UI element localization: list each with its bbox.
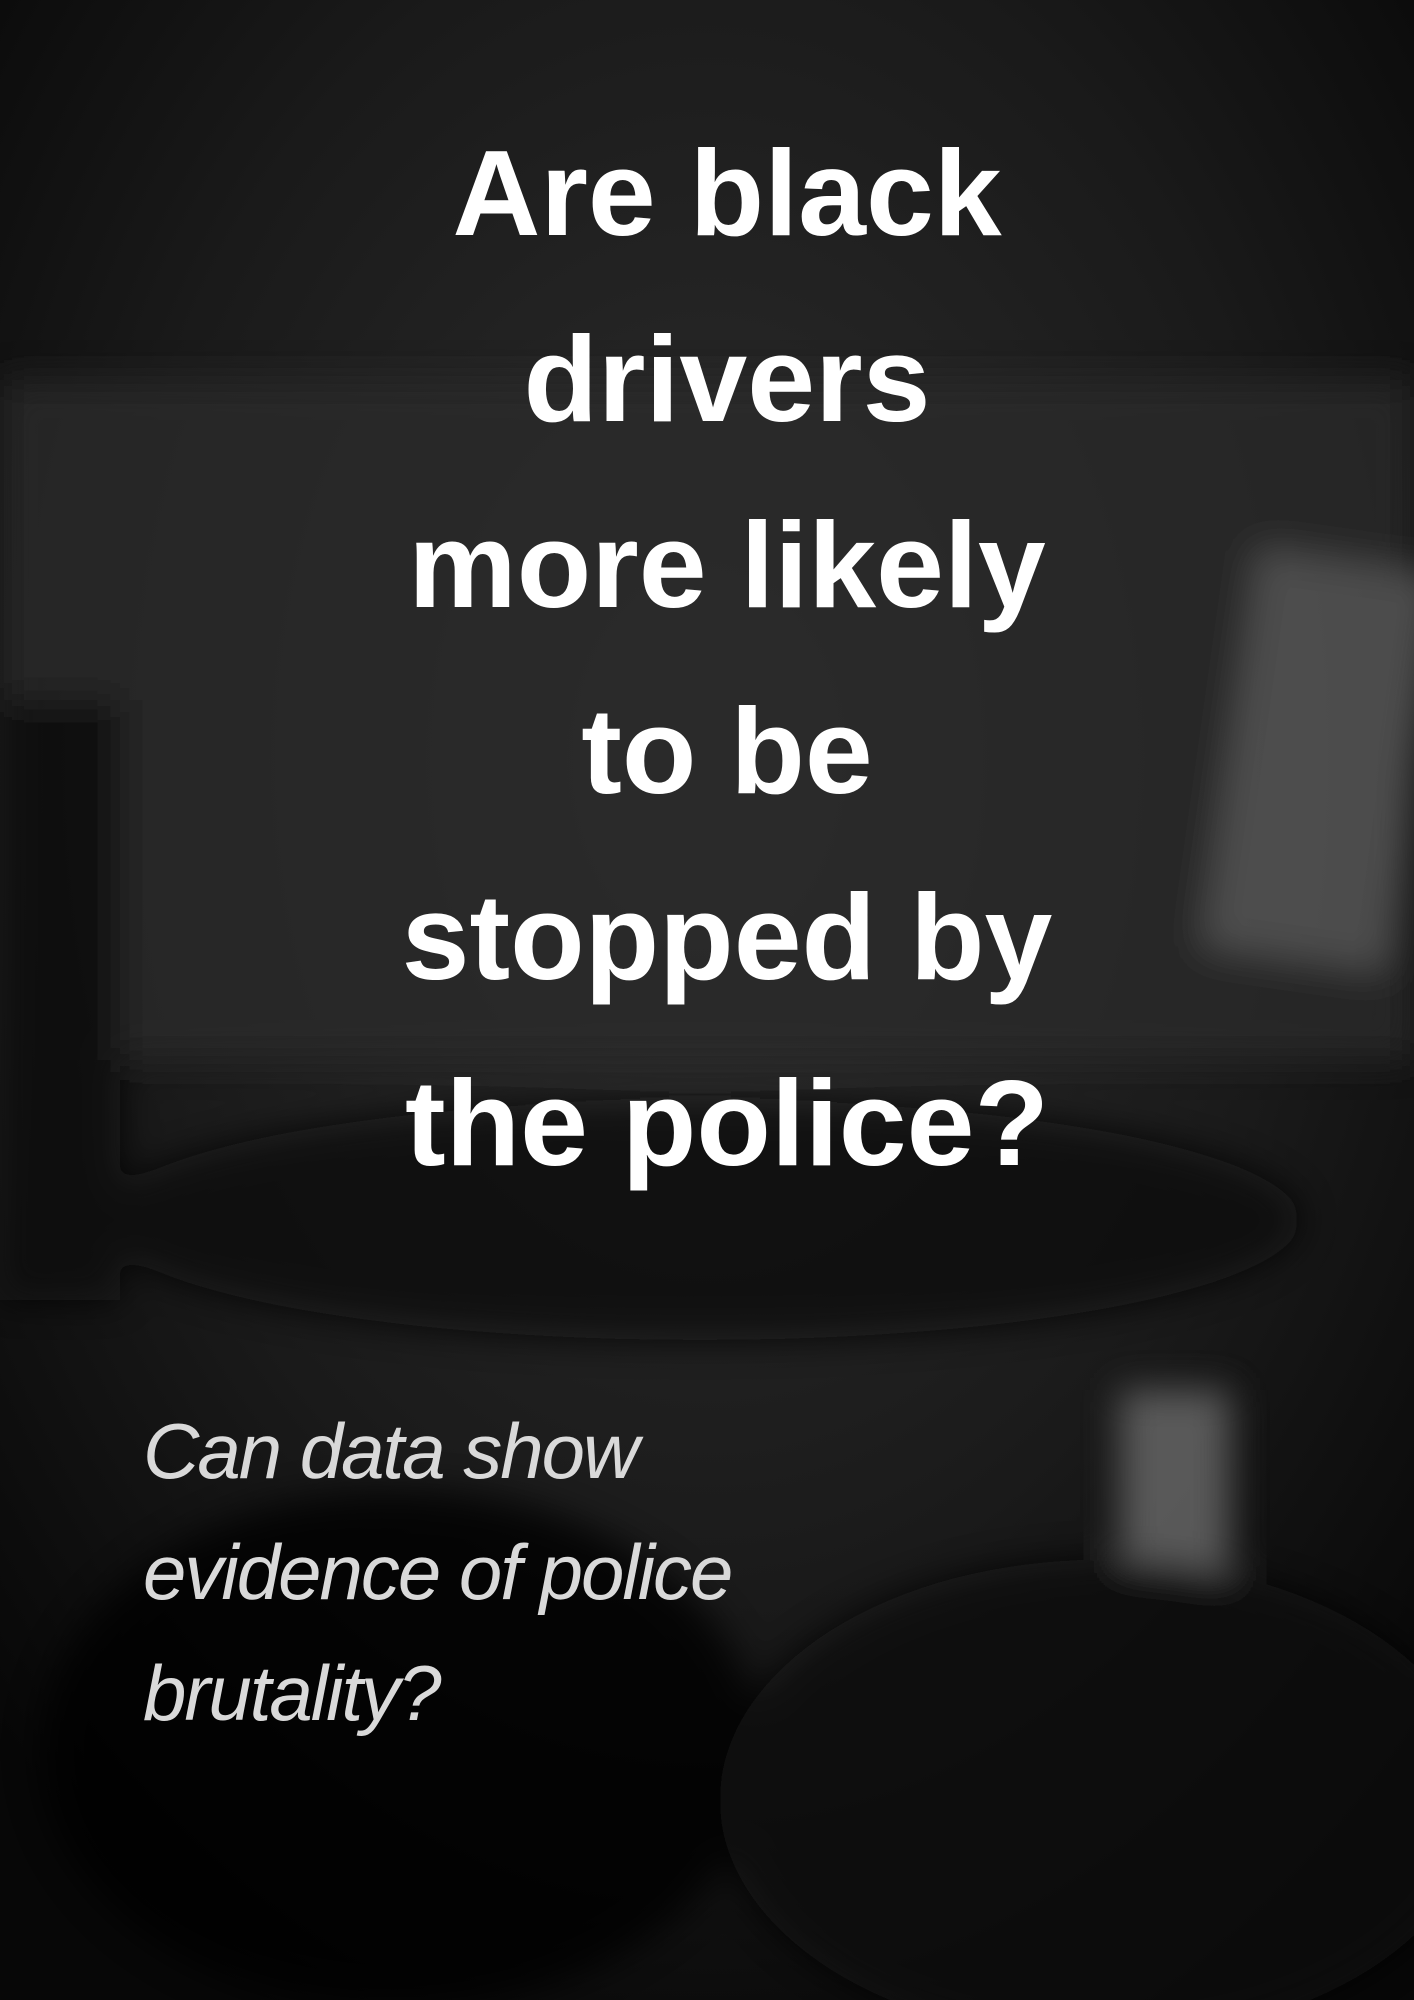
title-line: stopped by [402, 869, 1053, 1005]
subtitle-line: evidence of police [143, 1528, 731, 1616]
title-line: the police? [405, 1055, 1049, 1191]
title-line: more likely [408, 497, 1046, 633]
subtitle-line: brutality? [143, 1649, 442, 1737]
subtitle: Can data show evidence of police brutality… [143, 1407, 733, 1737]
title-line: Are black [452, 125, 1001, 261]
title: Are black drivers more likely to be stopped … [402, 125, 1053, 1191]
photo-shapes [0, 380, 1414, 2000]
subtitle-line: Can data show [143, 1407, 644, 1495]
title-line: to be [581, 683, 872, 819]
title-line: drivers [524, 311, 931, 447]
